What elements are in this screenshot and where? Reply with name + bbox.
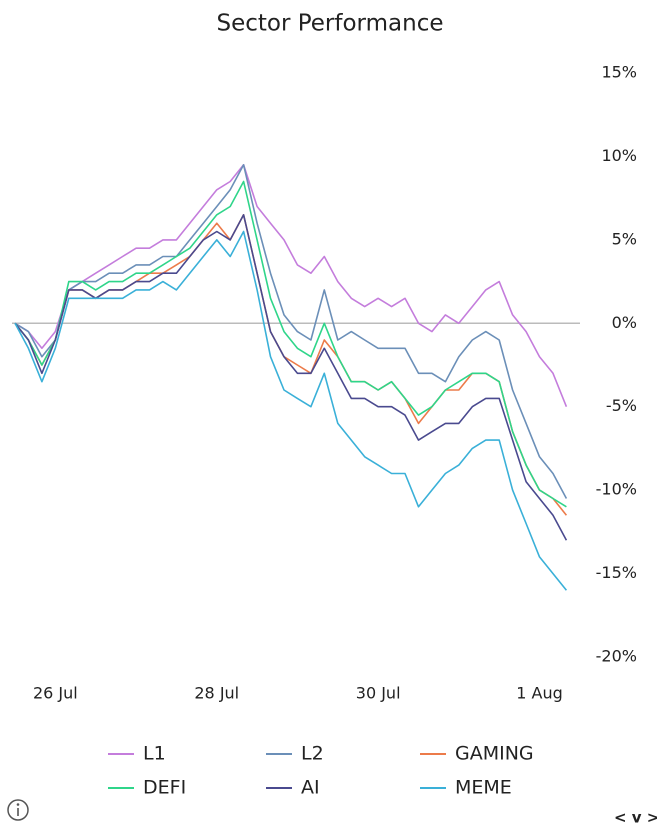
chart-title: Sector Performance (216, 11, 443, 37)
legend-label: AI (301, 777, 320, 799)
y-tick-label: -15% (596, 563, 637, 582)
series-line (14, 164, 568, 407)
y-tick-label: 10% (601, 146, 637, 165)
y-tick-label: -5% (606, 396, 637, 415)
series-line (14, 164, 568, 499)
series-line (14, 180, 567, 508)
y-tick-label: -10% (596, 480, 637, 499)
legend-label: GAMING (455, 743, 534, 765)
y-tick-label: 5% (612, 229, 637, 248)
x-tick-label: 30 Jul (356, 684, 401, 703)
legend-label: MEME (455, 777, 512, 799)
series-line (14, 214, 568, 541)
x-tick-label: 1 Aug (516, 684, 563, 703)
x-tick-label: 28 Jul (194, 684, 239, 703)
x-tick-label: 26 Jul (33, 684, 78, 703)
y-tick-label: 0% (612, 313, 637, 332)
legend-label: L2 (301, 743, 324, 765)
series-line (14, 230, 568, 591)
footer-controls[interactable]: < v > (614, 809, 657, 827)
legend-label: DEFI (143, 777, 186, 799)
legend-label: L1 (143, 743, 166, 765)
y-tick-label: -20% (596, 647, 637, 666)
y-tick-label: 15% (601, 63, 637, 82)
info-dot (16, 803, 20, 806)
info-icon[interactable] (7, 799, 29, 821)
info-circle (7, 799, 29, 821)
